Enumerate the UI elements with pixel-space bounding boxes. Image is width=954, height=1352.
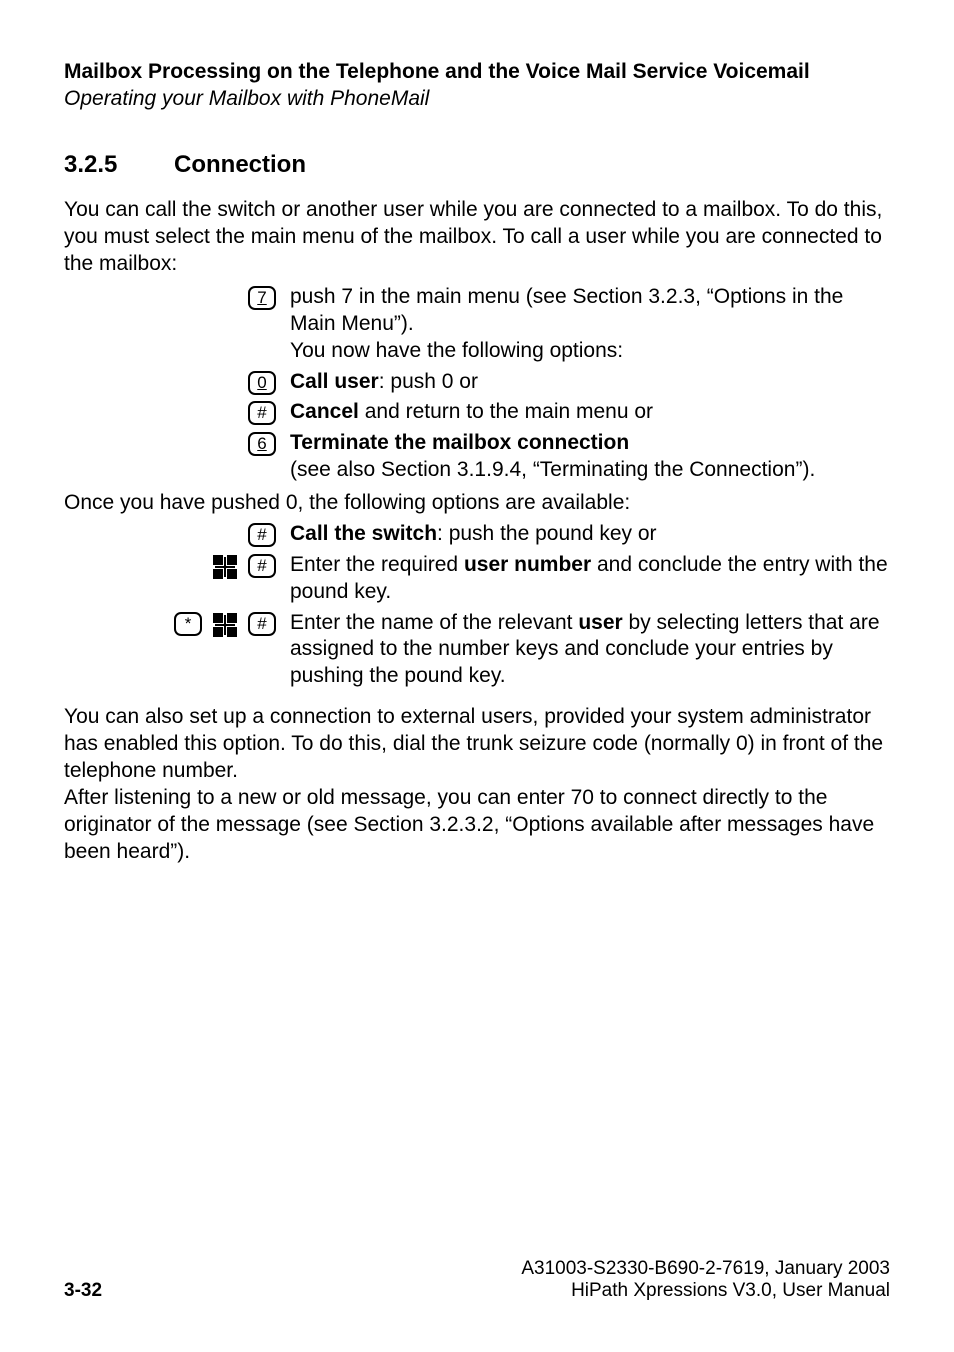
instruction-row: # Enter the required user number and conc… — [64, 552, 890, 606]
footer-right: A31003-S2330-B690-2-7619, January 2003 H… — [521, 1258, 890, 1302]
instruction-icons: 7 — [64, 284, 290, 310]
instruction-icons: # — [64, 399, 290, 425]
instruction-text: Cancel and return to the main menu or — [290, 399, 890, 426]
outro-paragraph-2: After listening to a new or old message,… — [64, 785, 890, 866]
instruction-row: # Call the switch: push the pound key or — [64, 521, 890, 548]
instruction-text: Terminate the mailbox connection(see als… — [290, 430, 890, 484]
key-#-icon: # — [248, 554, 276, 578]
steps-group-2: #Call the switch: push the pound key or#… — [64, 521, 890, 690]
mid-paragraph: Once you have pushed 0, the following op… — [64, 490, 890, 517]
key-#-icon: # — [248, 612, 276, 636]
key-7-icon: 7 — [248, 286, 276, 310]
instruction-text: Call the switch: push the pound key or — [290, 521, 890, 548]
instruction-text: Enter the required user number and concl… — [290, 552, 890, 606]
instruction-icons: # — [64, 521, 290, 547]
page-footer: 3-32 A31003-S2330-B690-2-7619, January 2… — [64, 1258, 890, 1302]
instruction-icons: 0 — [64, 369, 290, 395]
instruction-row: 7 push 7 in the main menu (see Section 3.… — [64, 284, 890, 365]
key-6-icon: 6 — [248, 432, 276, 456]
instruction-text: Enter the name of the relevant user by s… — [290, 610, 890, 691]
section-number: 3.2.5 — [64, 151, 174, 179]
key-#-icon: # — [248, 401, 276, 425]
instruction-row: # Cancel and return to the main menu or — [64, 399, 890, 426]
instruction-icons: 6 — [64, 430, 290, 456]
intro-paragraph: You can call the switch or another user … — [64, 197, 890, 278]
instruction-row: 0 Call user: push 0 or — [64, 369, 890, 396]
running-header-title: Mailbox Processing on the Telephone and … — [64, 58, 890, 85]
key-0-icon: 0 — [248, 371, 276, 395]
instruction-row: 6 Terminate the mailbox connection(see al… — [64, 430, 890, 484]
instruction-row: *#Enter the name of the relevant user by… — [64, 610, 890, 691]
key-#-icon: # — [248, 523, 276, 547]
running-header-subtitle: Operating your Mailbox with PhoneMail — [64, 87, 890, 111]
key-*-icon: * — [174, 612, 202, 636]
outro-paragraph-1: You can also set up a connection to exte… — [64, 704, 890, 785]
keypad-icon — [212, 554, 238, 580]
instruction-icons: # — [64, 552, 290, 580]
footer-docnum: A31003-S2330-B690-2-7619, January 2003 — [521, 1258, 890, 1280]
instruction-text: Call user: push 0 or — [290, 369, 890, 396]
section-title: Connection — [174, 151, 306, 178]
page: Mailbox Processing on the Telephone and … — [0, 0, 954, 1352]
footer-product: HiPath Xpressions V3.0, User Manual — [521, 1280, 890, 1302]
steps-group-1: 7 push 7 in the main menu (see Section 3.… — [64, 284, 890, 484]
instruction-icons: *# — [64, 610, 290, 638]
footer-page-number: 3-32 — [64, 1280, 102, 1302]
section-heading: 3.2.5Connection — [64, 151, 890, 179]
instruction-text: push 7 in the main menu (see Section 3.2… — [290, 284, 890, 365]
keypad-icon — [212, 612, 238, 638]
